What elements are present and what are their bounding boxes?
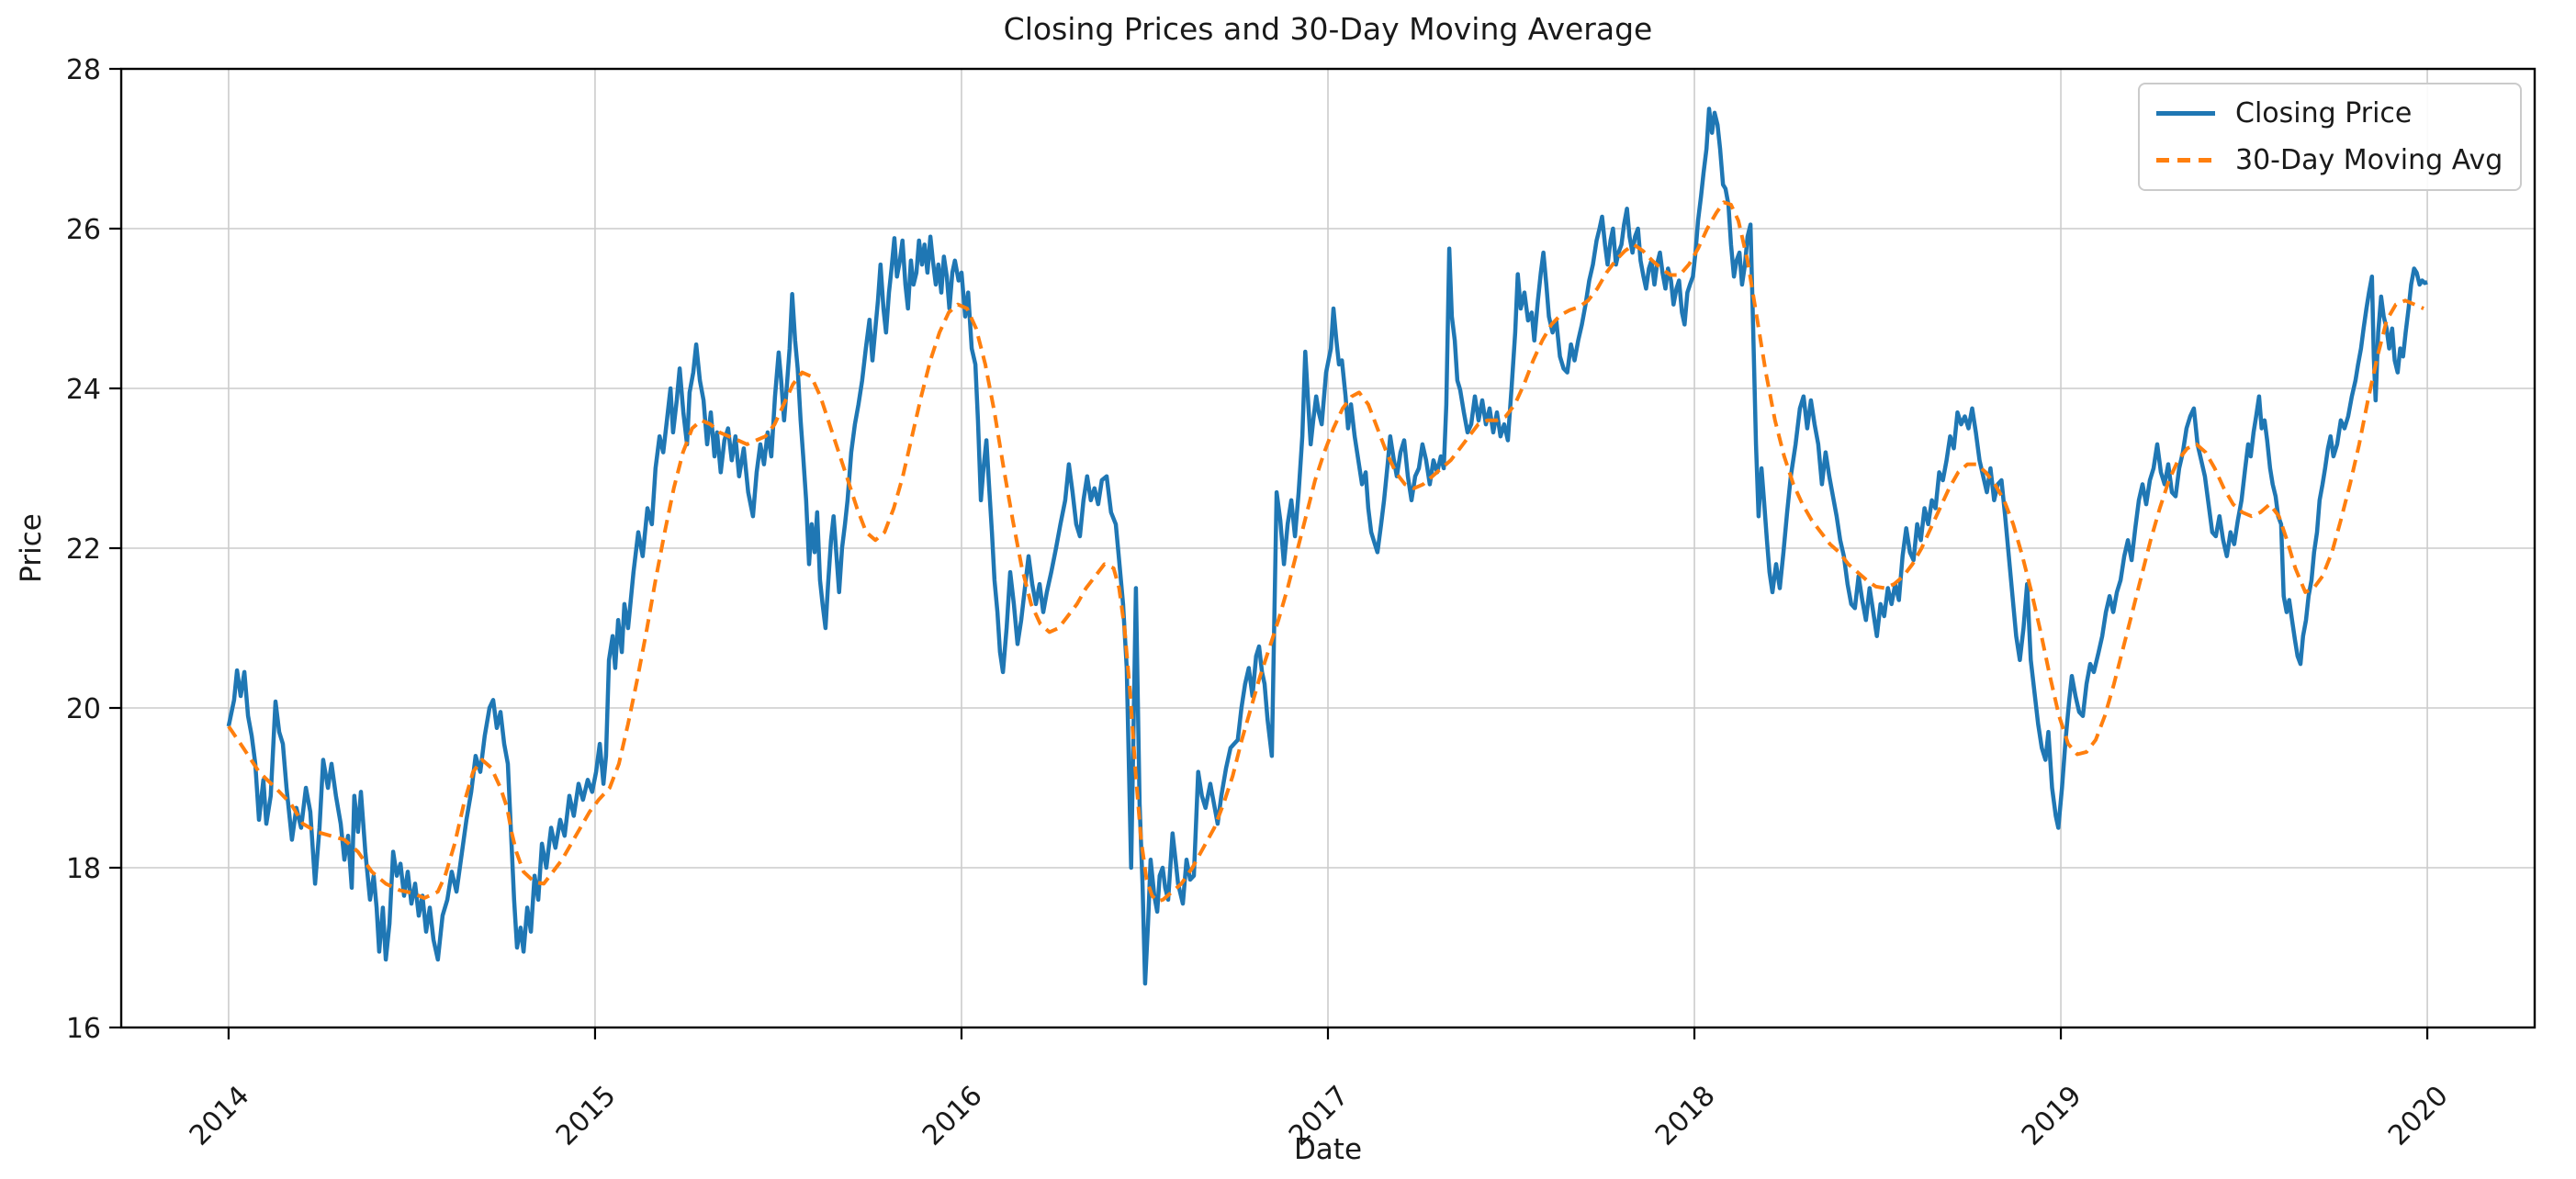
svg-text:20: 20 (66, 693, 101, 725)
svg-text:22: 22 (66, 533, 101, 566)
moving-avg-line-icon (2156, 158, 2215, 163)
legend-label-moving-avg: 30-Day Moving Avg (2235, 144, 2503, 176)
svg-text:24: 24 (66, 374, 101, 406)
closing-price-line-icon (2156, 111, 2215, 116)
svg-text:26: 26 (66, 214, 101, 246)
legend-label-closing-price: Closing Price (2235, 97, 2413, 129)
legend: Closing Price 30-Day Moving Avg (2138, 83, 2522, 191)
svg-text:28: 28 (66, 54, 101, 86)
legend-item-moving-avg: 30-Day Moving Avg (2156, 144, 2503, 176)
x-axis-label: Date (1293, 1133, 1363, 1166)
chart-title: Closing Prices and 30-Day Moving Average (1003, 11, 1653, 47)
svg-text:18: 18 (66, 853, 101, 885)
y-axis-label: Price (15, 513, 48, 583)
legend-item-closing-price: Closing Price (2156, 97, 2503, 129)
svg-text:16: 16 (66, 1013, 101, 1045)
